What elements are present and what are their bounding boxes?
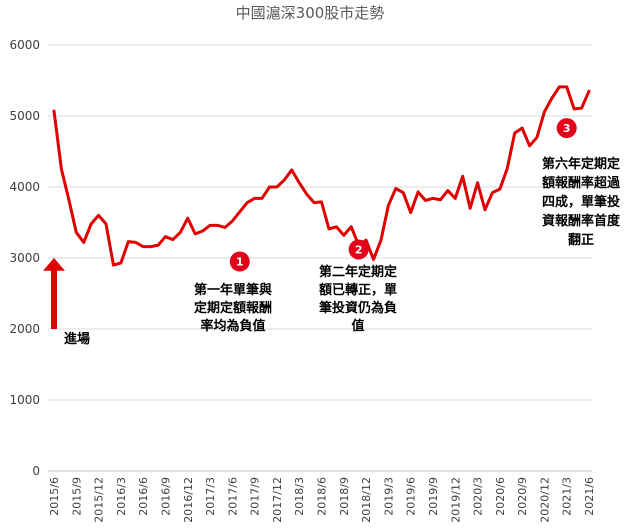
x-tick-label: 2018/9 xyxy=(338,477,351,516)
x-tick-label: 2017/12 xyxy=(271,477,284,523)
x-tick-label: 2020/12 xyxy=(538,477,551,523)
chart-title: 中國滬深300股市走勢 xyxy=(236,4,385,22)
x-tick-label: 2018/6 xyxy=(316,477,329,516)
y-tick-label: 4000 xyxy=(9,180,40,194)
x-tick-label: 2015/12 xyxy=(93,477,106,523)
series-line xyxy=(52,85,591,267)
x-tick-label: 2018/12 xyxy=(360,477,373,523)
series-group xyxy=(52,85,591,267)
y-tick-label: 3000 xyxy=(9,251,40,265)
annotation-text: 額報酬率超過 xyxy=(541,175,621,191)
annotation-text: 值 xyxy=(351,318,364,334)
x-tick-label: 2019/9 xyxy=(427,477,440,516)
annotation-text: 第二年定期定 xyxy=(319,264,397,280)
y-tick-label: 1000 xyxy=(9,393,40,407)
marker-number: 3 xyxy=(563,122,571,135)
x-tick-label: 2021/6 xyxy=(583,477,596,516)
annotation-text: 四成，單筆投 xyxy=(542,194,620,210)
x-tick-label: 2016/3 xyxy=(115,477,128,516)
x-tick-label: 2015/6 xyxy=(48,477,61,516)
x-tick-label: 2020/9 xyxy=(516,477,529,516)
x-tick-label: 2017/6 xyxy=(226,477,239,516)
x-tick-label: 2020/3 xyxy=(472,477,485,516)
y-axis-ticks: 0 1000 2000 3000 4000 5000 6000 xyxy=(9,38,40,478)
marker-2 xyxy=(348,239,369,260)
marker-1 xyxy=(229,251,250,272)
annotation-text: 筆投資仍為負 xyxy=(319,300,397,316)
annotation-text: 率均為負值 xyxy=(200,318,265,334)
marker-number: 1 xyxy=(236,256,244,269)
y-tick-label: 5000 xyxy=(9,109,40,123)
x-tick-label: 2016/9 xyxy=(159,477,172,516)
annotation-text: 定期定額報酬 xyxy=(193,300,272,316)
x-tick-label: 2017/9 xyxy=(249,477,262,516)
entry-label: 進場 xyxy=(64,331,90,347)
marker-3 xyxy=(556,118,577,139)
y-tick-label: 6000 xyxy=(9,38,40,52)
x-tick-label: 2015/9 xyxy=(70,477,83,516)
annotation-text: 額已轉正，單 xyxy=(318,282,397,298)
x-tick-label: 2016/12 xyxy=(182,477,195,523)
entry-arrow xyxy=(43,258,65,329)
annotation-text: 第六年定期定 xyxy=(542,156,620,172)
x-tick-label: 2016/6 xyxy=(137,477,150,516)
x-tick-label: 2021/3 xyxy=(561,477,574,516)
x-tick-label: 2020/6 xyxy=(494,477,507,516)
grid-lines xyxy=(48,44,592,472)
annotation-text: 翻正 xyxy=(568,232,594,248)
x-tick-label: 2017/3 xyxy=(204,477,217,516)
x-tick-label: 2019/3 xyxy=(382,477,395,516)
y-tick-label: 2000 xyxy=(9,322,40,336)
x-tick-label: 2019/12 xyxy=(449,477,462,523)
marker-number: 2 xyxy=(355,243,363,256)
x-axis-ticks: 2015/6 2015/9 2015/12 2016/3 2016/6 2016/9 201… xyxy=(48,477,596,523)
x-tick-label: 2018/3 xyxy=(293,477,306,516)
x-tick-label: 2019/6 xyxy=(405,477,418,516)
annotation-text: 第一年單筆與 xyxy=(194,282,272,298)
annotation-text: 資報酬率首度 xyxy=(542,213,621,229)
y-tick-label: 0 xyxy=(32,464,40,478)
